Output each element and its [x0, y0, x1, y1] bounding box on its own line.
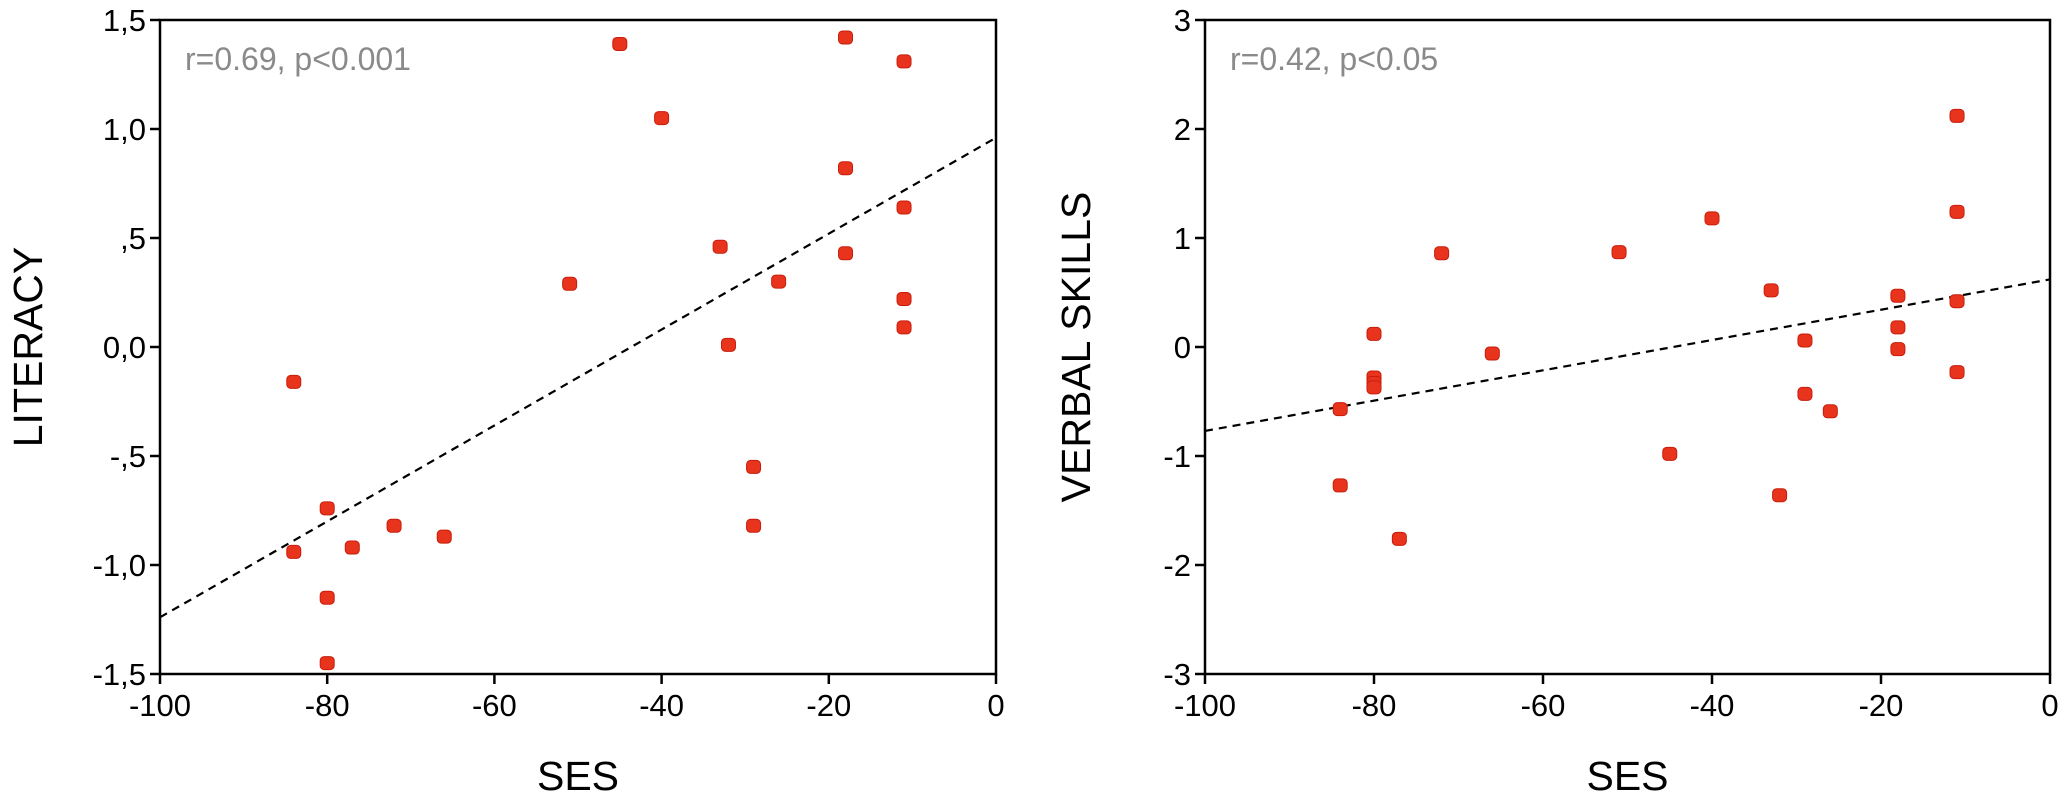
y-tick-label: -,5: [110, 439, 146, 474]
x-axis-title: SES: [1586, 753, 1668, 799]
x-tick-label: 0: [987, 688, 1004, 723]
y-tick-label: 0: [1174, 330, 1191, 365]
x-tick-label: -60: [472, 688, 517, 723]
y-tick-label: 1,0: [103, 112, 146, 147]
regression-line: [159, 136, 997, 619]
data-point: [771, 274, 787, 289]
x-axis-title: SES: [537, 753, 619, 799]
data-point: [386, 518, 402, 533]
regression-line: [1204, 278, 2051, 433]
data-point: [1797, 386, 1813, 401]
literacy-panel: -100 -80 -60 -40 -20 0 1,5 1,0 ,5 0,0 -,5 -1,0 -1,5 S…: [5, 3, 1005, 799]
data-point: [1763, 283, 1779, 298]
y-tick-label: -2: [1163, 548, 1191, 583]
verbal-skills-panel: -100 -80 -60 -40 -20 0 3 2 1 0 -1 -2 -3 SES VERBAL SKI…: [1053, 3, 2059, 799]
y-tick-label: ,5: [120, 221, 146, 256]
data-point: [1434, 246, 1450, 261]
data-point: [319, 590, 335, 605]
y-axis-title: LITERACY: [5, 247, 51, 448]
y-tick-label: 1,5: [103, 3, 146, 38]
data-point: [1949, 294, 1965, 309]
data-point: [896, 292, 912, 307]
x-tick-label: 0: [2041, 688, 2058, 723]
data-point: [1611, 245, 1627, 260]
y-tick-label: -3: [1163, 657, 1191, 692]
data-point: [1662, 446, 1678, 461]
data-point: [286, 544, 302, 559]
data-point: [1890, 342, 1906, 357]
data-point: [838, 30, 854, 45]
y-tick-label: 2: [1174, 112, 1191, 147]
x-tick-label: -20: [1859, 688, 1904, 723]
data-point: [896, 200, 912, 215]
data-point: [286, 374, 302, 389]
data-point: [720, 337, 736, 352]
y-tick-label: 3: [1174, 3, 1191, 38]
correlation-annotation: r=0.42, p<0.05: [1230, 41, 1438, 77]
data-point: [1484, 346, 1500, 361]
data-point: [1332, 402, 1348, 417]
y-tick-label: 0,0: [103, 330, 146, 365]
data-point: [1890, 320, 1906, 335]
data-point: [896, 320, 912, 335]
data-point: [1822, 404, 1838, 419]
data-point: [712, 239, 728, 254]
x-tick-label: -40: [1690, 688, 1735, 723]
x-tick-label: -40: [639, 688, 684, 723]
x-tick-label: -100: [129, 688, 191, 723]
data-point: [1391, 531, 1407, 546]
y-tick-label: -1,5: [93, 657, 146, 692]
y-tick-label: -1,0: [93, 548, 146, 583]
x-tick-label: -60: [1521, 688, 1566, 723]
correlation-annotation: r=0.69, p<0.001: [185, 41, 411, 77]
data-point: [1704, 211, 1720, 226]
data-point: [319, 501, 335, 516]
data-point: [319, 656, 335, 671]
data-point: [344, 540, 360, 555]
plot-frame: [1203, 18, 2052, 676]
x-tick-label: -20: [806, 688, 851, 723]
data-point: [654, 111, 670, 126]
data-point: [838, 246, 854, 261]
data-point: [1366, 380, 1382, 395]
data-point: [562, 276, 578, 291]
data-point: [1332, 478, 1348, 493]
x-tick-label: -100: [1174, 688, 1236, 723]
data-point: [1366, 326, 1382, 341]
data-point: [1772, 488, 1788, 503]
data-point: [838, 161, 854, 176]
x-tick-label: -80: [1352, 688, 1397, 723]
data-point: [436, 529, 452, 544]
plot-frame: [158, 18, 998, 676]
data-point: [746, 459, 762, 474]
data-point: [1890, 288, 1906, 303]
data-point: [1797, 333, 1813, 348]
data-point: [896, 54, 912, 69]
data-point: [1949, 108, 1965, 123]
x-tick-label: -80: [305, 688, 350, 723]
y-tick-label: -1: [1163, 439, 1191, 474]
data-point: [1949, 365, 1965, 380]
data-point: [746, 518, 762, 533]
data-point: [1949, 204, 1965, 219]
y-axis-title: VERBAL SKILLS: [1053, 192, 1099, 503]
y-tick-label: 1: [1174, 221, 1191, 256]
data-point: [612, 36, 628, 51]
